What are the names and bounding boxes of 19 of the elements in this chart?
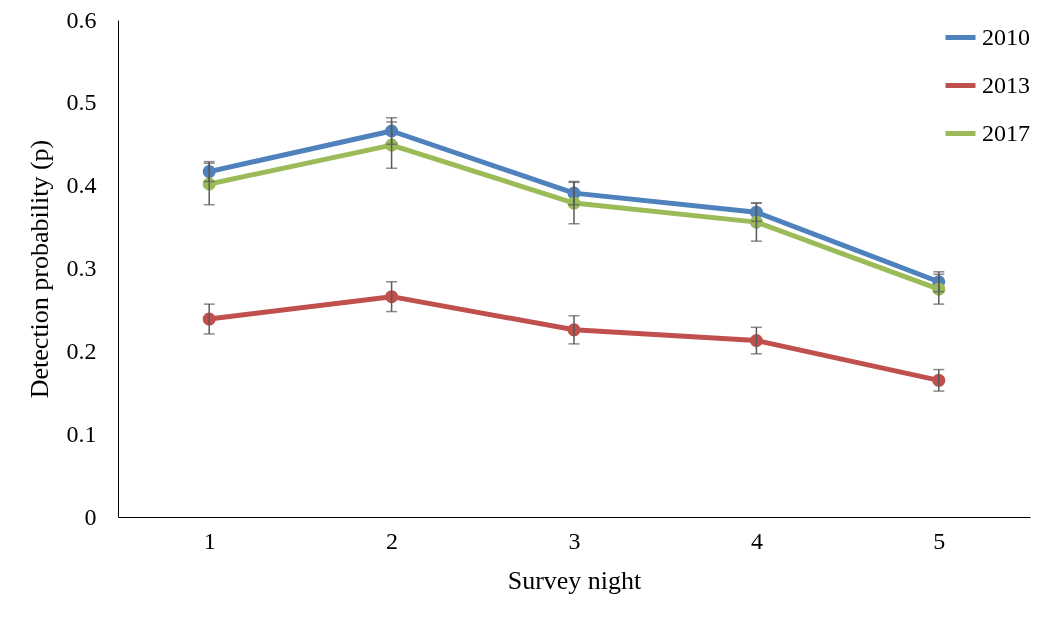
x-tick-label: 2 [386, 527, 399, 554]
y-tick-label: 0.2 [66, 337, 97, 364]
y-tick-label: 0.6 [66, 6, 97, 33]
x-tick-label: 4 [750, 527, 763, 554]
legend-label: 2010 [982, 23, 1030, 50]
y-tick-label: 0 [84, 503, 97, 530]
point [385, 290, 399, 304]
y-tick-label: 0.4 [66, 172, 97, 199]
y-tick-label: 0.5 [66, 89, 97, 116]
x-tick-label: 5 [933, 527, 946, 554]
y-tick-label: 0.1 [66, 420, 97, 447]
x-tick-label: 3 [568, 527, 581, 554]
legend-label: 2013 [982, 71, 1030, 98]
legend-label: 2017 [982, 119, 1030, 146]
y-tick-label: 0.3 [66, 255, 97, 281]
x-axis-title: Survey night [507, 565, 643, 595]
y-axis-title: Detection probability (p) [24, 139, 54, 399]
point [749, 334, 763, 348]
x-tick-label: 1 [203, 527, 216, 554]
